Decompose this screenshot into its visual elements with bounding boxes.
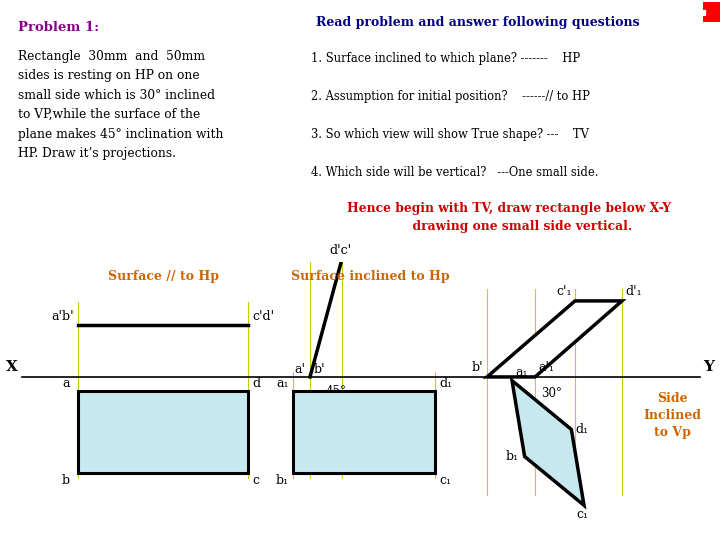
Text: <: <	[647, 8, 654, 17]
Polygon shape	[512, 381, 584, 505]
Text: c'd': c'd'	[252, 310, 274, 323]
Text: a'b': a'b'	[51, 310, 74, 323]
Text: 45°: 45°	[326, 385, 347, 398]
Text: a: a	[63, 377, 70, 390]
Text: Side
Inclined
to Vp: Side Inclined to Vp	[643, 392, 701, 439]
Text: Surface inclined to Hp: Surface inclined to Hp	[291, 270, 449, 283]
Text: b: b	[62, 474, 70, 487]
Text: Hence begin with TV, draw rectangle below X-Y
      drawing one small side verti: Hence begin with TV, draw rectangle belo…	[347, 201, 672, 233]
Text: >|: >|	[680, 8, 690, 17]
Text: c₁: c₁	[439, 474, 451, 487]
Text: b': b'	[472, 361, 483, 374]
Bar	[703, 3, 720, 22]
Text: ■: ■	[698, 8, 706, 17]
Text: |<: |<	[628, 8, 637, 17]
Text: X: X	[6, 360, 18, 374]
Text: >: >	[664, 8, 671, 17]
Text: Y: Y	[703, 360, 714, 374]
Text: d'c': d'c'	[329, 244, 351, 257]
Text: Surface // to Hp: Surface // to Hp	[107, 270, 218, 283]
Text: 3. So which view will show True shape? ---    TV: 3. So which view will show True shape? -…	[312, 129, 589, 141]
Text: b₁: b₁	[505, 450, 518, 463]
Polygon shape	[78, 391, 248, 473]
Text: a₁: a₁	[515, 366, 528, 379]
Text: 2. Assumption for initial position?    ------// to HP: 2. Assumption for initial position? ----…	[312, 90, 590, 103]
Text: Problem 1:: Problem 1:	[18, 21, 99, 34]
Text: 4. Which side will be vertical?   ---One small side.: 4. Which side will be vertical? ---One s…	[312, 166, 599, 179]
Text: d₁: d₁	[575, 423, 588, 436]
Polygon shape	[293, 391, 435, 473]
Text: a'₁: a'₁	[538, 361, 554, 374]
Text: d₁: d₁	[439, 377, 452, 390]
Text: a': a'	[294, 363, 305, 376]
Text: d'₁: d'₁	[625, 285, 642, 298]
Polygon shape	[487, 301, 622, 377]
Text: c'₁: c'₁	[557, 285, 572, 298]
Text: Rectangle  30mm  and  50mm
sides is resting on HP on one
small side which is 30°: Rectangle 30mm and 50mm sides is resting…	[18, 50, 223, 160]
Text: b₁: b₁	[276, 474, 289, 487]
Text: d: d	[252, 377, 260, 390]
Text: b': b'	[314, 363, 325, 376]
Text: a₁: a₁	[276, 377, 289, 390]
Text: c₁: c₁	[576, 508, 588, 521]
Text: Read problem and answer following questions: Read problem and answer following questi…	[315, 16, 639, 29]
Text: c: c	[252, 474, 259, 487]
Text: 30°: 30°	[541, 387, 562, 400]
Text: 1. Surface inclined to which plane? -------    HP: 1. Surface inclined to which plane? ----…	[312, 52, 580, 65]
